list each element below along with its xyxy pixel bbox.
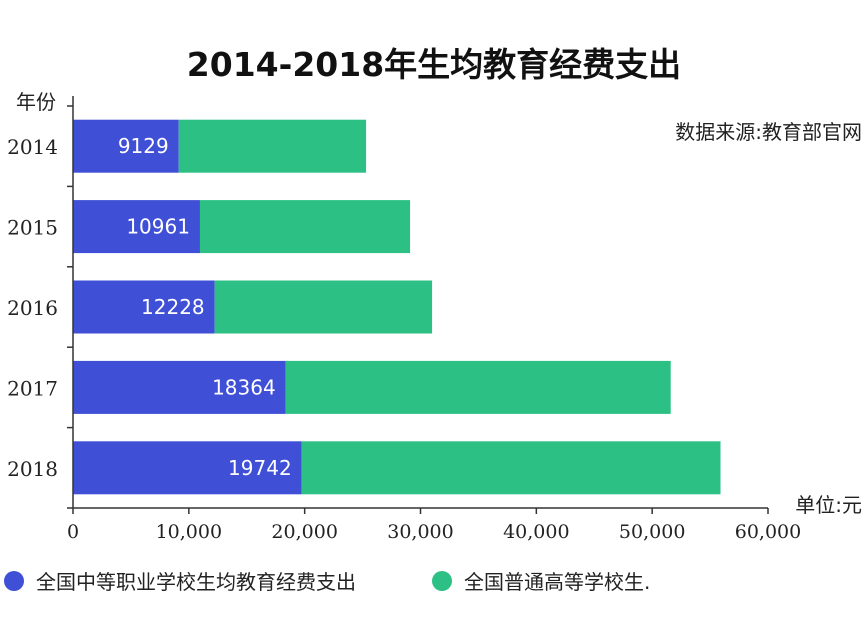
bar-university-2015 xyxy=(199,200,411,254)
legend-item-university: 全国普通高等学校生. xyxy=(432,566,650,595)
x-tick-label: 30,000 xyxy=(387,521,453,543)
y-tick-label-2014: 2014 xyxy=(7,135,58,159)
x-tick-label: 40,000 xyxy=(503,521,569,543)
legend-item-vocational: 全国中等职业学校生均教育经费支出 xyxy=(4,566,356,595)
data-label-2015: 10961 xyxy=(126,215,190,239)
x-tick-label: 50,000 xyxy=(619,521,685,543)
unit-label: 单位:元 xyxy=(795,493,862,517)
x-tick-label: 10,000 xyxy=(156,521,222,543)
bar-university-2016 xyxy=(214,280,433,334)
x-tick-label: 20,000 xyxy=(271,521,337,543)
source-note: 数据来源:教育部官网 xyxy=(675,120,862,144)
data-label-2018: 19742 xyxy=(228,456,292,480)
chart-title: 2014-2018年生均教育经费支出 xyxy=(186,45,682,84)
data-label-2016: 12228 xyxy=(141,295,205,319)
data-label-2017: 18364 xyxy=(212,375,276,399)
x-tick-label: 60,000 xyxy=(735,521,801,543)
data-label-2014: 9129 xyxy=(118,134,169,158)
bar-chart: 9129 2014 10961 2015 12228 2016 18364 2017 19742… xyxy=(7,96,801,543)
bar-vocational-2018 xyxy=(73,441,302,495)
bar-vocational-2015 xyxy=(73,200,200,254)
legend-swatch-vocational xyxy=(4,570,24,591)
bar-university-2018 xyxy=(301,441,721,495)
y-axis-label: 年份 xyxy=(16,90,56,114)
y-tick-label-2018: 2018 xyxy=(7,457,58,481)
bar-vocational-2017 xyxy=(73,360,286,414)
legend: 全国中等职业学校生均教育经费支出 全国普通高等学校生. xyxy=(0,566,868,606)
bar-vocational-2014 xyxy=(73,119,179,173)
bar-university-2014 xyxy=(178,119,367,173)
legend-label-vocational: 全国中等职业学校生均教育经费支出 xyxy=(36,570,356,594)
y-tick-label-2017: 2017 xyxy=(7,376,58,400)
y-tick-label-2016: 2016 xyxy=(7,296,58,320)
x-tick-label: 0 xyxy=(67,521,79,543)
legend-swatch-university xyxy=(432,570,452,591)
bar-university-2017 xyxy=(285,360,671,414)
legend-label-university: 全国普通高等学校生. xyxy=(464,570,651,594)
bar-vocational-2016 xyxy=(73,280,215,334)
y-tick-label-2015: 2015 xyxy=(7,216,58,240)
